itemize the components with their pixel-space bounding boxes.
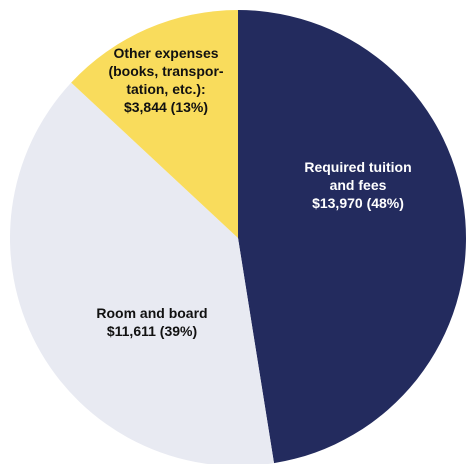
label-line: and fees (330, 177, 387, 193)
slice-value-label: $13,970 (48%) (312, 195, 404, 211)
slice-value-label: $11,611 (39%) (107, 323, 197, 339)
label-line: Required tuition (304, 159, 411, 175)
label-line: (books, transpor- (108, 63, 223, 79)
slice-category-label: Required tuition and fees (304, 159, 411, 193)
label-line: Other expenses (113, 45, 218, 61)
pie-slice (238, 10, 467, 464)
slice-category-label: Other expenses (books, transpor-tation, e… (108, 45, 223, 97)
label-line: tation, etc.): (126, 81, 205, 97)
slice-value-label: $3,844 (13%) (124, 99, 208, 115)
label-line: Room and board (96, 305, 207, 321)
pie-slice (71, 10, 238, 238)
slice-category-label: Room and board (96, 305, 207, 321)
pie-slice (10, 82, 274, 466)
